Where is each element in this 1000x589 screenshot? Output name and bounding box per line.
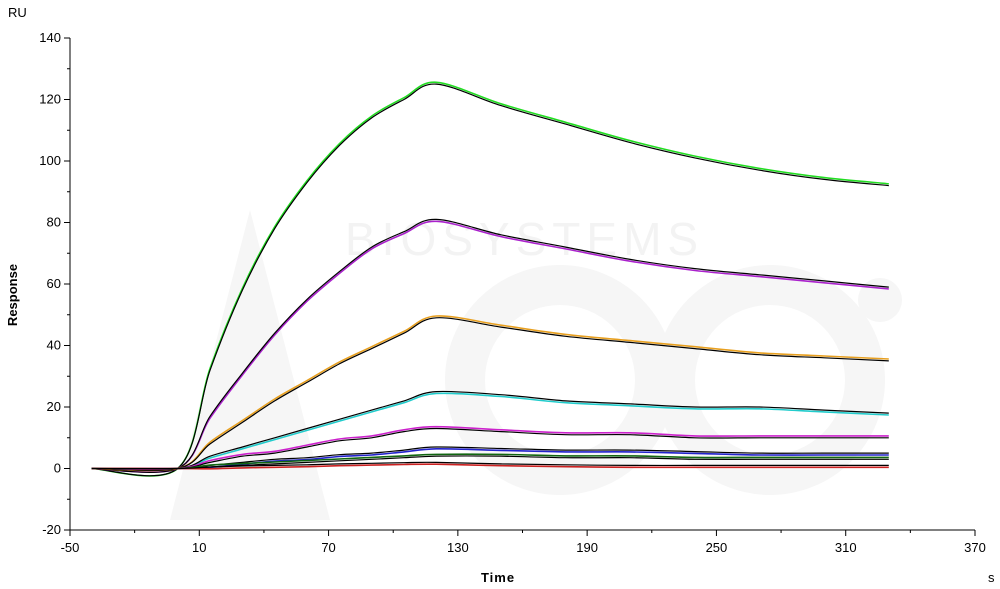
series-layer — [91, 81, 889, 477]
y-tick-label: 80 — [47, 215, 61, 230]
series-2-measured — [91, 220, 889, 474]
series-8-fit — [91, 461, 889, 470]
watermark-logo: BIOSYSTEMS — [170, 210, 902, 520]
series-2-fit — [91, 218, 889, 473]
x-tick-label: 250 — [706, 540, 728, 555]
y-tick-label: 0 — [54, 461, 61, 476]
series-5-fit — [91, 427, 889, 470]
y-unit-label: RU — [8, 5, 27, 20]
axes: -20 0 20 40 60 80 100 120 140 -50 10 70 130 190 250 310… — [39, 30, 986, 555]
y-axis-title: Response — [5, 264, 20, 326]
y-tick-label: 60 — [47, 276, 61, 291]
y-tick-label: 140 — [39, 30, 61, 45]
y-tick-label: 20 — [47, 399, 61, 414]
x-tick-label: 190 — [576, 540, 598, 555]
y-tick-label: -20 — [42, 522, 61, 537]
x-tick-label: 130 — [447, 540, 469, 555]
x-unit-label: s — [988, 570, 995, 585]
series-8-measured — [91, 463, 889, 470]
series-5-measured — [91, 425, 889, 470]
series-7-measured — [91, 453, 889, 470]
series-4-fit — [91, 390, 889, 471]
x-tick-label: 70 — [321, 540, 335, 555]
y-tick-label: 100 — [39, 153, 61, 168]
series-3-fit — [91, 317, 889, 471]
series-1-fit — [91, 83, 889, 477]
series-3-measured — [91, 315, 889, 472]
x-tick-label: 370 — [964, 540, 986, 555]
y-tick-label: 120 — [39, 92, 61, 107]
labels: RU s Time Response — [5, 5, 995, 585]
series-1-measured — [91, 81, 889, 477]
x-tick-label: 10 — [192, 540, 206, 555]
series-6-measured — [91, 447, 889, 470]
series-4-measured — [91, 392, 889, 471]
x-axis-title: Time — [481, 570, 515, 585]
y-tick-label: 40 — [47, 338, 61, 353]
x-tick-label: -50 — [61, 540, 80, 555]
x-tick-label: 310 — [835, 540, 857, 555]
